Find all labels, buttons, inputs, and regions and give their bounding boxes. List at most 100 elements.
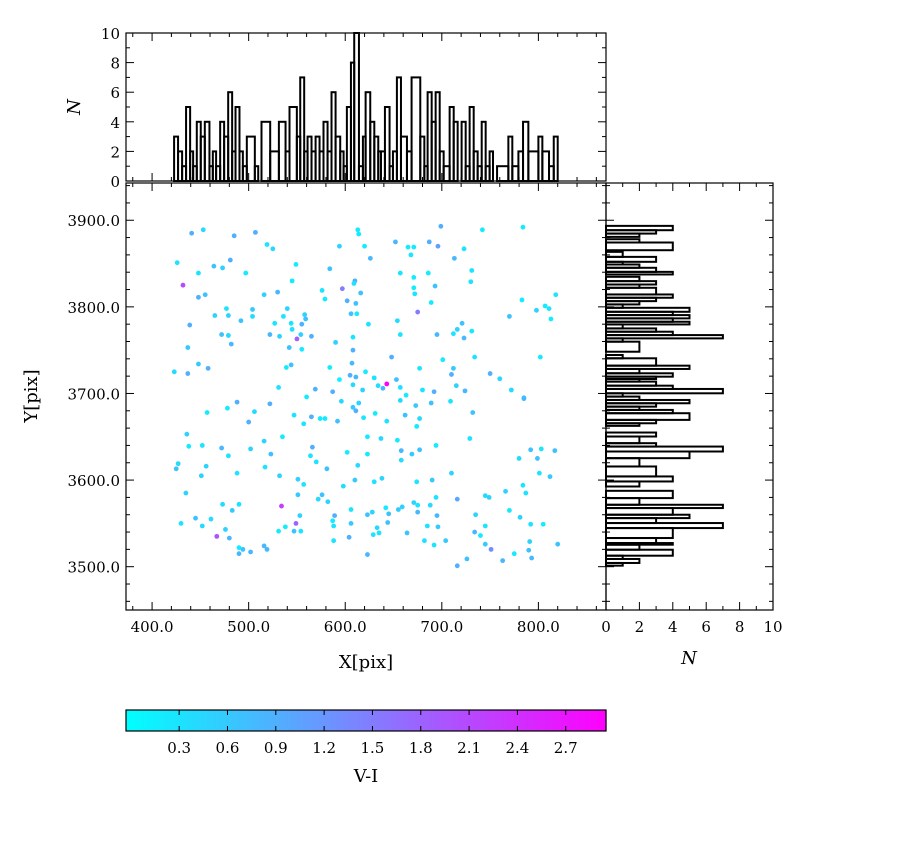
scatter-point bbox=[353, 408, 359, 414]
scatter-point bbox=[553, 292, 559, 298]
colorbar-swatch bbox=[483, 710, 487, 731]
scatter-point bbox=[309, 414, 314, 420]
scatter-point bbox=[380, 385, 386, 391]
scatter-point bbox=[350, 382, 356, 388]
scatter-point bbox=[366, 321, 371, 327]
scatter-point bbox=[234, 470, 240, 476]
scatter-point bbox=[411, 244, 417, 250]
y-histogram-bar bbox=[605, 450, 691, 460]
y-histogram-x-label: N bbox=[680, 648, 698, 669]
scatter-point bbox=[365, 451, 370, 457]
colorbar-swatch bbox=[258, 710, 262, 731]
colorbar-swatch bbox=[471, 710, 475, 731]
colorbar-swatch bbox=[270, 710, 274, 731]
scatter-point bbox=[246, 419, 252, 425]
colorbar-swatch bbox=[369, 710, 373, 731]
colorbar-swatch bbox=[561, 710, 565, 731]
x-axis-label: X[pix] bbox=[339, 652, 393, 673]
scatter-point bbox=[546, 306, 552, 311]
scatter-point bbox=[174, 260, 180, 266]
colorbar-swatch bbox=[558, 710, 562, 731]
colorbar-swatch bbox=[366, 710, 370, 731]
colorbar-swatch bbox=[573, 710, 577, 731]
scatter-point bbox=[449, 470, 454, 476]
scatter-point bbox=[528, 447, 534, 453]
scatter-point bbox=[459, 320, 465, 326]
scatter-point bbox=[327, 266, 333, 272]
colorbar-swatch bbox=[213, 710, 217, 731]
scatter-point bbox=[431, 542, 437, 548]
colorbar-swatch bbox=[186, 710, 190, 731]
x-histogram-bar bbox=[410, 76, 422, 182]
colorbar-swatch bbox=[498, 710, 502, 731]
scatter-point bbox=[424, 523, 430, 529]
y-hist-x-tick-label: 8 bbox=[735, 618, 745, 636]
colorbar-swatch bbox=[450, 710, 454, 731]
scatter-point bbox=[461, 335, 467, 341]
colorbar-swatch bbox=[474, 710, 478, 731]
scatter-point bbox=[432, 283, 438, 289]
scatter-point bbox=[351, 281, 357, 286]
scatter-point bbox=[535, 456, 540, 461]
scatter-point bbox=[208, 516, 214, 522]
scatter-point bbox=[236, 551, 242, 557]
scatter-point bbox=[411, 285, 417, 291]
scatter-point bbox=[415, 309, 421, 315]
scatter-point bbox=[298, 332, 304, 337]
scatter-point bbox=[422, 538, 427, 544]
scatter-point bbox=[431, 389, 437, 395]
scatter-point bbox=[231, 233, 237, 239]
scatter-point bbox=[427, 502, 433, 508]
scatter-point bbox=[478, 533, 483, 538]
colorbar-swatch bbox=[459, 710, 463, 731]
scatter-point bbox=[473, 512, 479, 518]
scatter-point bbox=[384, 418, 390, 424]
scatter-point bbox=[479, 227, 485, 233]
scatter-point bbox=[375, 383, 381, 389]
y-hist-x-tick-label: 10 bbox=[763, 618, 782, 636]
colorbar-swatch bbox=[390, 710, 394, 731]
scatter-point bbox=[360, 387, 366, 393]
scatter-point bbox=[220, 265, 225, 271]
y-histogram-bar bbox=[605, 497, 641, 506]
scatter-point bbox=[516, 456, 522, 461]
scatter-point bbox=[417, 416, 423, 421]
scatter-point bbox=[309, 333, 314, 339]
scatter-point bbox=[202, 292, 208, 298]
colorbar-swatch bbox=[135, 710, 139, 731]
scatter-point bbox=[327, 365, 333, 370]
scatter-point bbox=[319, 492, 325, 498]
scatter-point bbox=[503, 488, 508, 494]
scatter-point bbox=[187, 322, 193, 328]
colorbar-swatch bbox=[381, 710, 385, 731]
scatter-point bbox=[425, 270, 431, 276]
scatter-point bbox=[338, 398, 344, 404]
colorbar-swatch bbox=[429, 710, 433, 731]
scatter-point bbox=[238, 318, 244, 324]
scatter-point bbox=[291, 412, 297, 418]
scatter-point bbox=[204, 410, 210, 415]
scatter-point bbox=[397, 385, 403, 390]
x-histogram-bar bbox=[288, 106, 298, 182]
scatter-point bbox=[542, 303, 548, 309]
colorbar-swatch bbox=[234, 710, 238, 731]
colorbar-swatch bbox=[228, 710, 232, 731]
x-histogram-bar bbox=[353, 32, 360, 182]
scatter-point bbox=[288, 362, 294, 368]
scatter-point bbox=[196, 270, 201, 276]
colorbar-swatch bbox=[588, 710, 592, 731]
y-histogram-bar bbox=[605, 422, 641, 427]
colorbar-swatch bbox=[243, 710, 247, 731]
y-histogram-bar bbox=[605, 527, 674, 540]
scatter-point bbox=[240, 546, 246, 552]
colorbar-swatch bbox=[525, 710, 529, 731]
scatter-point bbox=[353, 300, 359, 306]
scatter-point bbox=[534, 307, 539, 313]
scatter-point bbox=[302, 312, 308, 318]
scatter-point bbox=[529, 555, 535, 561]
scatter-point bbox=[521, 396, 527, 402]
scatter-point bbox=[185, 371, 191, 376]
colorbar-swatch bbox=[351, 710, 355, 731]
y-histogram-bar bbox=[605, 232, 641, 238]
colorbar-swatch bbox=[225, 710, 229, 731]
